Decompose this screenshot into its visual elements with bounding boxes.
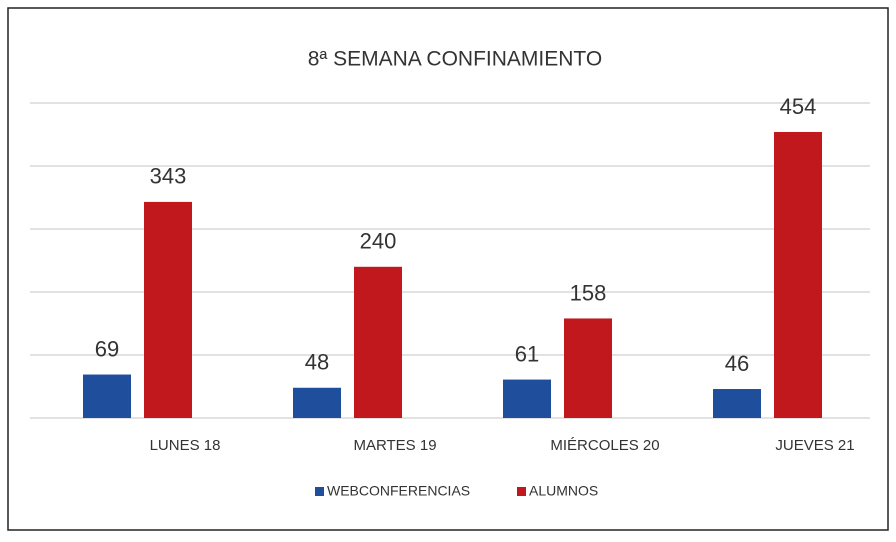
legend-swatch (315, 487, 324, 496)
bar (83, 374, 131, 418)
bar (144, 201, 192, 418)
legend-label: WEBCONFERENCIAS (327, 483, 470, 499)
bar (564, 318, 612, 418)
bar (713, 389, 761, 418)
data-label: 240 (360, 229, 397, 254)
chart-title: 8ª SEMANA CONFINAMIENTO (308, 48, 602, 71)
data-label: 61 (515, 341, 539, 366)
x-tick-label: LUNES 18 (150, 437, 221, 454)
legend-label: ALUMNOS (529, 483, 598, 499)
frame (7, 7, 889, 531)
data-label: 48 (305, 350, 329, 375)
legend-swatch (517, 487, 526, 496)
data-label: 46 (725, 351, 749, 376)
x-tick-label: JUEVES 21 (775, 437, 854, 454)
data-label: 158 (570, 280, 607, 305)
bar (293, 387, 341, 418)
x-tick-label: MARTES 19 (353, 437, 436, 454)
data-label: 69 (95, 336, 119, 361)
data-label: 343 (150, 164, 187, 189)
x-tick-label: MIÉRCOLES 20 (550, 437, 659, 454)
bar (503, 379, 551, 418)
bar (354, 266, 402, 418)
data-label: 454 (780, 94, 817, 119)
bar (774, 131, 822, 419)
